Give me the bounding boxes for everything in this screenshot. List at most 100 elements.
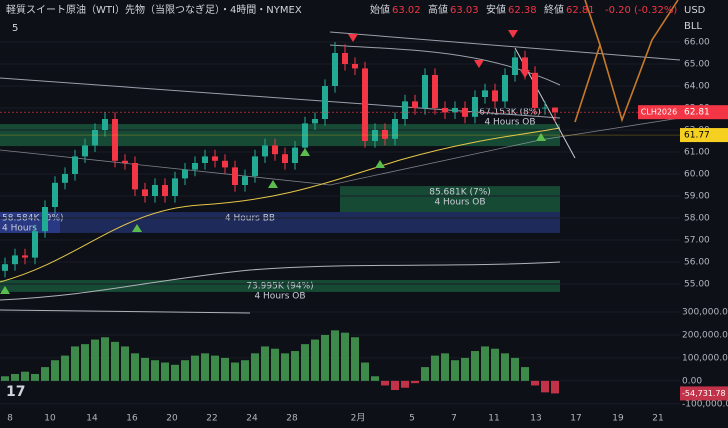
zone: [0, 212, 560, 233]
oscillator-bar: [131, 353, 139, 381]
oscillator-bar: [251, 353, 259, 381]
oscillator-bar: [471, 351, 479, 381]
oscillator-bar: [321, 334, 329, 381]
zone-label: 4 Hours BB: [225, 214, 275, 224]
candle-body: [492, 90, 498, 102]
zone-label: 4 Hours OB: [484, 118, 535, 128]
oscillator-bar: [11, 373, 19, 381]
candle-body: [232, 167, 238, 185]
ohlc-label: 高値: [428, 3, 448, 16]
oscillator-bar: [51, 360, 59, 381]
level-box: [680, 128, 728, 143]
oscillator-bar: [61, 355, 69, 381]
y2-tick-label: 100,000.00: [682, 353, 728, 363]
price-axis: [680, 0, 728, 424]
x-tick-label: 22: [206, 414, 217, 424]
oscillator-bar: [111, 341, 119, 381]
moving-average: [0, 127, 561, 283]
ohlc-value: 63.03: [450, 5, 479, 16]
y2-tick-label: 200,000.00: [682, 330, 728, 340]
candle-body: [472, 97, 478, 117]
x-tick-label: 19: [612, 414, 624, 424]
candle-body: [452, 108, 458, 113]
oscillator-bar: [441, 353, 449, 381]
y2-tick-label: 0.00: [682, 376, 702, 386]
oscillator-bar: [161, 362, 169, 381]
candle-body: [372, 130, 378, 141]
moving-average: [0, 309, 251, 314]
candle-body: [482, 90, 488, 97]
candle-body: [532, 72, 538, 108]
candle-body: [12, 255, 18, 265]
change: -0.20 (-0.32%): [605, 5, 677, 16]
candle-body: [142, 189, 148, 196]
candle-body: [252, 156, 258, 177]
candle-body: [392, 119, 398, 139]
candle-body: [432, 75, 438, 108]
interval[interactable]: 5: [12, 23, 18, 34]
oscillator-bar: [81, 344, 89, 381]
oscillator-bar: [531, 380, 539, 386]
oscillator-bar: [231, 362, 239, 381]
candle-body: [62, 174, 68, 183]
oscillator-bar: [121, 346, 129, 381]
candle-body: [112, 119, 118, 161]
level-value: 61.77: [684, 131, 710, 141]
candle-body: [32, 231, 38, 258]
candle-body: [82, 145, 88, 157]
x-tick-label: 10: [44, 414, 56, 424]
oscillator-bar: [261, 346, 269, 381]
trend-line: [329, 31, 681, 61]
x-tick-label: 5: [409, 414, 415, 424]
candle-body: [132, 163, 138, 190]
chart-title: 軽質スイート原油（WTI）先物（当限つなぎ足）・4時間・NYMEX: [6, 3, 302, 16]
oscillator-bar: [221, 357, 229, 381]
ohlc-value: 62.81: [566, 5, 595, 16]
sell-signal: [474, 60, 484, 68]
candle-body: [42, 207, 48, 232]
osc-current-label: -54,731.78: [682, 389, 726, 398]
sell-signal: [520, 70, 530, 78]
price-value-box: [680, 105, 728, 120]
candle-body: [72, 156, 78, 174]
oscillator-bar: [551, 380, 559, 394]
candle-body: [172, 178, 178, 196]
buy-signal: [375, 160, 385, 168]
ohlc-value: 62.38: [508, 5, 537, 16]
oscillator: [1, 330, 559, 394]
y-tick-label: 55.00: [684, 280, 710, 290]
candle-body: [382, 130, 388, 139]
oscillator-bar: [21, 371, 29, 381]
candle-body: [242, 176, 248, 185]
currency: USD: [684, 5, 706, 16]
price-name-box: [638, 105, 680, 120]
candle-body: [362, 68, 368, 141]
buy-signal: [300, 148, 310, 156]
candle-body: [282, 154, 288, 163]
oscillator-bar: [451, 360, 459, 381]
oscillator-bar: [521, 367, 529, 381]
ohlc-value: 63.02: [392, 5, 421, 16]
x-tick-label: 16: [126, 414, 138, 424]
buy-signal: [0, 286, 10, 294]
oscillator-bar: [401, 380, 409, 388]
oscillator-bar: [1, 376, 9, 381]
candle-body: [412, 101, 418, 108]
y-tick-label: 65.00: [684, 60, 710, 70]
candle-body: [122, 160, 128, 163]
candle-body: [102, 119, 108, 130]
candle-body: [402, 101, 408, 119]
y-tick-label: 61.00: [684, 148, 710, 158]
oscillator-bar: [191, 355, 199, 381]
oscillator-bar: [71, 346, 79, 381]
zone: [0, 280, 560, 292]
candle-body: [312, 119, 318, 124]
oscillator-bar: [351, 337, 359, 381]
y-tick-label: 59.00: [684, 192, 710, 202]
oscillator-bar: [511, 357, 519, 381]
oscillator-bar: [201, 353, 209, 381]
y2-tick-label: 300,000.00: [682, 308, 728, 318]
x-tick-label: 21: [652, 414, 663, 424]
y-tick-label: 66.00: [684, 38, 710, 48]
